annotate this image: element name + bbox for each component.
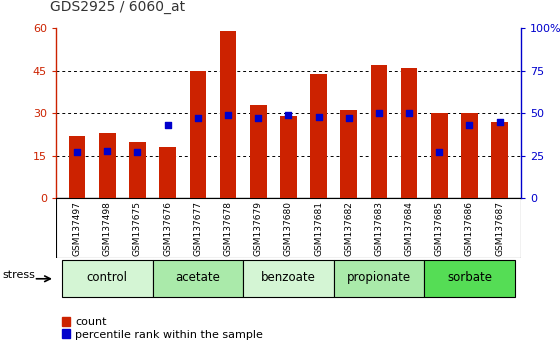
Point xyxy=(284,112,293,118)
Point xyxy=(193,115,202,121)
Bar xyxy=(491,122,508,198)
Text: GSM137497: GSM137497 xyxy=(73,201,82,256)
Text: GSM137686: GSM137686 xyxy=(465,201,474,256)
Bar xyxy=(371,65,388,198)
Point xyxy=(163,122,172,128)
Text: GSM137676: GSM137676 xyxy=(163,201,172,256)
Bar xyxy=(129,142,146,198)
Bar xyxy=(280,116,297,198)
Bar xyxy=(62,261,152,297)
Text: GSM137682: GSM137682 xyxy=(344,201,353,256)
Text: GSM137678: GSM137678 xyxy=(223,201,232,256)
Point xyxy=(133,149,142,155)
Text: GSM137677: GSM137677 xyxy=(193,201,202,256)
Text: benzoate: benzoate xyxy=(261,272,316,285)
Text: GSM137498: GSM137498 xyxy=(103,201,112,256)
Bar xyxy=(220,31,236,198)
Bar xyxy=(431,113,447,198)
Text: GSM137681: GSM137681 xyxy=(314,201,323,256)
Bar xyxy=(310,74,327,198)
Text: GSM137675: GSM137675 xyxy=(133,201,142,256)
Text: sorbate: sorbate xyxy=(447,272,492,285)
Text: propionate: propionate xyxy=(347,272,411,285)
Point xyxy=(375,110,384,116)
Text: GSM137685: GSM137685 xyxy=(435,201,444,256)
Bar xyxy=(334,261,424,297)
Bar xyxy=(99,133,115,198)
Point xyxy=(344,115,353,121)
Bar xyxy=(424,261,515,297)
Bar xyxy=(401,68,417,198)
Bar xyxy=(152,261,243,297)
Point xyxy=(223,112,232,118)
Point xyxy=(254,115,263,121)
Text: GSM137679: GSM137679 xyxy=(254,201,263,256)
Point xyxy=(405,110,414,116)
Text: GSM137683: GSM137683 xyxy=(375,201,384,256)
Point xyxy=(73,149,82,155)
Text: GSM137687: GSM137687 xyxy=(495,201,504,256)
Text: control: control xyxy=(87,272,128,285)
Point xyxy=(103,148,112,154)
Bar xyxy=(189,71,206,198)
Text: stress: stress xyxy=(3,270,36,280)
Bar xyxy=(69,136,86,198)
Text: GSM137684: GSM137684 xyxy=(405,201,414,256)
Bar xyxy=(160,147,176,198)
Legend: count, percentile rank within the sample: count, percentile rank within the sample xyxy=(62,317,263,339)
Bar xyxy=(250,105,267,198)
Bar xyxy=(461,113,478,198)
Text: GSM137680: GSM137680 xyxy=(284,201,293,256)
Point xyxy=(314,114,323,120)
Bar xyxy=(340,110,357,198)
Bar xyxy=(243,261,334,297)
Point xyxy=(465,122,474,128)
Point xyxy=(495,119,504,125)
Text: GDS2925 / 6060_at: GDS2925 / 6060_at xyxy=(50,0,185,14)
Point xyxy=(435,149,444,155)
Text: acetate: acetate xyxy=(175,272,220,285)
